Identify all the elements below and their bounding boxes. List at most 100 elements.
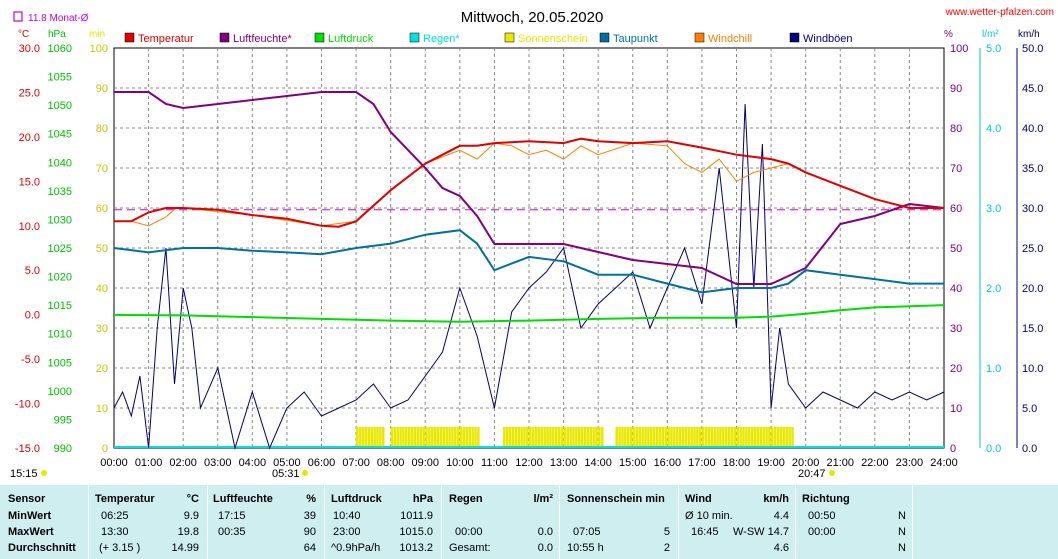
temp-tick-label: -15.0 [15, 443, 40, 455]
time-tick-label: 04:00 [239, 457, 267, 469]
sunset-label: 20:47 [798, 468, 826, 480]
rain-tick-label: 5.0 [986, 43, 1001, 55]
sunshine-bar [759, 427, 763, 447]
sunshine-bar [546, 427, 549, 447]
sunshine-bar [647, 427, 650, 447]
sunshine-bar [632, 427, 636, 447]
legend-swatch [314, 32, 325, 43]
press-trend: ^0.9hPa/h [331, 542, 381, 554]
sunshine-bar [554, 427, 558, 447]
sunshine-bar [624, 427, 627, 447]
sunshine-bar [407, 427, 411, 447]
temp-tick-label: -5.0 [21, 354, 40, 366]
humidity-tick-label: 30 [950, 323, 962, 335]
sunshine-bar [456, 427, 460, 447]
sunshine-bar [681, 427, 685, 447]
wind-tick-label: 25.0 [1022, 243, 1043, 255]
chart-axes: 30.0 25.0 20.0 15.0 10.0 5.0 0.0 -5.0 -10.0 -15.0… [15, 43, 1044, 469]
stats-col-sensor: Sensor MinWert MaxWert Durchschnitt [0, 485, 87, 559]
pressure-tick-label: 990 [54, 443, 72, 455]
pressure-tick-label: 1020 [48, 272, 72, 284]
unit-rain: l/m² [982, 29, 999, 40]
wind-max-value: 14.7 [767, 526, 789, 538]
legend-label: Windchill [708, 33, 752, 45]
sunshine-bar [436, 427, 440, 447]
sunshine-bar [577, 427, 581, 447]
sunrise-icon [302, 470, 308, 476]
wind-avg-value: 4.6 [773, 542, 789, 554]
header-rain: Regen [449, 493, 483, 505]
sunshine-bar [748, 427, 751, 447]
sunshine-bar [557, 427, 561, 447]
sunshine-bar [416, 427, 420, 447]
sunshine-bar [673, 427, 676, 447]
sunshine-bar [791, 427, 794, 447]
sunshine-bar [742, 427, 745, 447]
sunshine-bar [563, 427, 567, 447]
sunshine-bar [626, 427, 630, 447]
hum-avg-value: 64 [303, 542, 316, 554]
sunshine-bar [635, 427, 639, 447]
time-tick-label: 13:00 [550, 457, 578, 469]
pressure-tick-label: 1000 [48, 386, 72, 398]
sunshine-bar [445, 427, 448, 447]
humidity-tick-label: 60 [950, 203, 962, 215]
time-tick-label: 24:00 [930, 457, 958, 469]
header-humidity-unit: % [306, 493, 316, 505]
pressure-tick-label: 1005 [48, 357, 72, 369]
sunshine-bar [422, 427, 425, 447]
chart-grid [113, 47, 945, 449]
time-tick-label: 07:00 [342, 457, 370, 469]
humidity-tick-label: 10 [950, 403, 962, 415]
sunshine-bar [667, 427, 670, 447]
sunshine-bar [468, 427, 471, 447]
hum-max-value: 90 [303, 526, 316, 538]
wind-tick-label: 20.0 [1022, 283, 1043, 295]
sunshine-bar [442, 427, 446, 447]
sunshine-bar [776, 427, 780, 447]
time-tick-label: 02:00 [169, 457, 197, 469]
pressure-tick-label: 1040 [48, 157, 72, 169]
legend-label: Luftfeuchte* [233, 33, 292, 45]
sunshine-bar [771, 427, 774, 447]
header-sunshine: Sonnenschein min [567, 493, 665, 505]
series-line-temperatur [114, 137, 944, 228]
sunshine-bar [511, 427, 515, 447]
wind-tick-label: 45.0 [1022, 83, 1043, 95]
humidity-tick-label: 40 [950, 283, 962, 295]
pressure-tick-label: 1050 [48, 100, 72, 112]
sunshine-bar [788, 427, 791, 447]
chart-series [113, 91, 945, 450]
time-tick-label: 11:00 [481, 457, 508, 469]
rain-total-label: Gesamt: [449, 542, 491, 554]
sunshine-bar [722, 427, 725, 447]
stats-col-wind: Wind km/h Ø 10 min. 4.4 16:45 W-SW 14.7 … [678, 485, 795, 559]
wind-max-time: 16:45 [691, 526, 719, 538]
sunshine-bar [745, 427, 748, 447]
series-line-taupunkt [113, 229, 944, 294]
sunshine-bar [736, 427, 739, 447]
sunshine-bar [459, 427, 463, 447]
dir-min-time: 00:50 [808, 510, 836, 522]
rain-max-value: 0.0 [537, 526, 553, 538]
sunshine-bar [664, 427, 667, 447]
time-tick-label: 21:00 [826, 457, 854, 469]
unit-kmh: km/h [1018, 29, 1040, 40]
time-tick-label: 17:00 [688, 457, 716, 469]
legend-label: Sonnenschein [518, 33, 588, 45]
sunshine-bar [376, 427, 379, 447]
series-line-luftdruck [113, 304, 945, 323]
sunshine-bar [549, 427, 552, 447]
sunshine-bar [595, 427, 598, 447]
wind-tick-label: 10.0 [1022, 363, 1043, 375]
pressure-tick-label: 1025 [48, 243, 72, 255]
sunrise-label: 05:31 [272, 468, 300, 480]
site-link[interactable]: www.wetter-pfalzen.com [945, 7, 1054, 18]
sunshine-bar [367, 427, 371, 447]
sunshine-bar [580, 427, 584, 447]
sunshine-bar [474, 427, 477, 447]
wind-tick-label: 50.0 [1022, 43, 1043, 55]
stats-col-direction: Richtung 00:50 N 00:00 N N [795, 485, 912, 559]
sunshine-bar [471, 427, 474, 447]
sunshine-bar [658, 427, 662, 447]
